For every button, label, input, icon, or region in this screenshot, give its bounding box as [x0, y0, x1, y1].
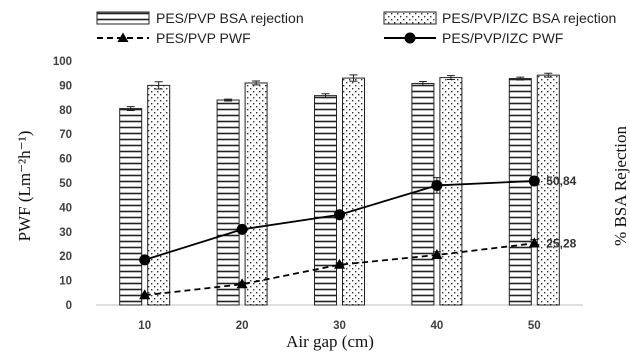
x-tick-label: 10 — [138, 320, 151, 332]
y-axis-title: PWF (Lm⁻²h⁻¹) — [15, 131, 34, 242]
y-tick-label: 10 — [59, 276, 72, 288]
annotations: 50,84 25,28 — [546, 174, 576, 250]
y-tick-label: 50 — [59, 178, 72, 190]
bar-series-1-10 — [147, 84, 171, 306]
x-tick-label: 20 — [236, 320, 249, 332]
legend-entry-series-2: PES/PVP PWF — [97, 30, 251, 46]
y-tick-label: 40 — [59, 202, 72, 214]
bar-series-0-10 — [119, 108, 143, 306]
line-series-2 — [144, 242, 535, 297]
legend-entry-series-3: PES/PVP/IZC PWF — [384, 30, 563, 46]
y-tick-label: 70 — [59, 129, 72, 141]
bar-series-1-50 — [536, 74, 560, 306]
error-bar-series-0-20 — [224, 98, 233, 102]
bars — [119, 72, 560, 306]
bar-series-0-40 — [411, 82, 435, 306]
legend-entry-series-0: PES/PVP BSA rejection — [96, 10, 304, 26]
x-tick-labels: 10 20 30 40 50 — [138, 320, 540, 332]
point-series-2-20 — [236, 278, 248, 289]
y-tick-label: 20 — [59, 251, 72, 263]
legend-label-series-3: PES/PVP/IZC PWF — [442, 30, 563, 46]
error-bar-series-1-40 — [446, 75, 455, 81]
point-series-2-30 — [334, 258, 345, 269]
error-bar-series-1-30 — [349, 74, 358, 82]
legend-label-series-2: PES/PVP PWF — [156, 30, 251, 46]
error-bar-series-0-10 — [126, 106, 135, 112]
bar-series-1-40 — [439, 77, 463, 306]
legend-swatch-series-0 — [96, 11, 150, 25]
bar-series-1-20 — [244, 82, 268, 306]
error-bar-series-0-50 — [516, 76, 525, 81]
y-tick-label: 0 — [66, 300, 72, 312]
x-tick-label: 50 — [528, 320, 541, 332]
error-bar-series-0-40 — [418, 80, 427, 86]
y-tick-labels: 0 10 20 30 40 50 60 70 80 90 100 — [53, 56, 72, 312]
point-series-3-40 — [431, 179, 443, 191]
error-bar-series-0-30 — [321, 93, 330, 99]
x-tick-label: 40 — [431, 320, 444, 332]
y-tick-label: 30 — [59, 227, 72, 239]
y-tick-label: 60 — [59, 154, 72, 166]
point-series-2-40 — [431, 248, 443, 259]
x-axis-title: Air gap (cm) — [286, 332, 374, 351]
bar-series-0-30 — [314, 95, 337, 306]
x-tick-label: 30 — [333, 320, 346, 332]
y2-axis-title: % BSA Rejection — [611, 126, 630, 246]
error-bar-series-1-10 — [154, 81, 163, 90]
point-series-2-50 — [528, 237, 540, 248]
error-bar-series-1-50 — [544, 72, 553, 78]
bar-series-1-30 — [342, 77, 365, 306]
legend-marker-series-3 — [404, 32, 416, 44]
point-series-3-10 — [139, 254, 151, 266]
legend-entry-series-1: PES/PVP/IZC BSA rejection — [383, 10, 616, 26]
y-tick-label: 90 — [59, 80, 72, 92]
lines — [139, 175, 540, 300]
legend-swatch-series-1 — [383, 11, 437, 25]
point-series-2-10 — [139, 289, 151, 300]
point-series-3-30 — [334, 209, 345, 221]
y-tick-label: 80 — [59, 105, 72, 117]
data-label-0: 50,84 — [546, 174, 576, 188]
point-series-3-20 — [236, 223, 248, 235]
y-tick-label: 100 — [53, 56, 72, 68]
line-series-3 — [144, 180, 535, 261]
data-label-1: 25,28 — [546, 236, 576, 250]
legend: PES/PVP BSA rejection PES/PVP/IZC BSA re… — [96, 10, 616, 46]
error-bar-series-1-20 — [252, 80, 261, 86]
legend-label-series-1: PES/PVP/IZC BSA rejection — [442, 10, 616, 26]
bar-series-0-20 — [216, 99, 240, 306]
legend-label-series-0: PES/PVP BSA rejection — [156, 10, 304, 26]
legend-marker-series-2 — [117, 32, 129, 42]
bar-series-0-50 — [508, 78, 532, 306]
point-series-3-50 — [528, 175, 540, 187]
